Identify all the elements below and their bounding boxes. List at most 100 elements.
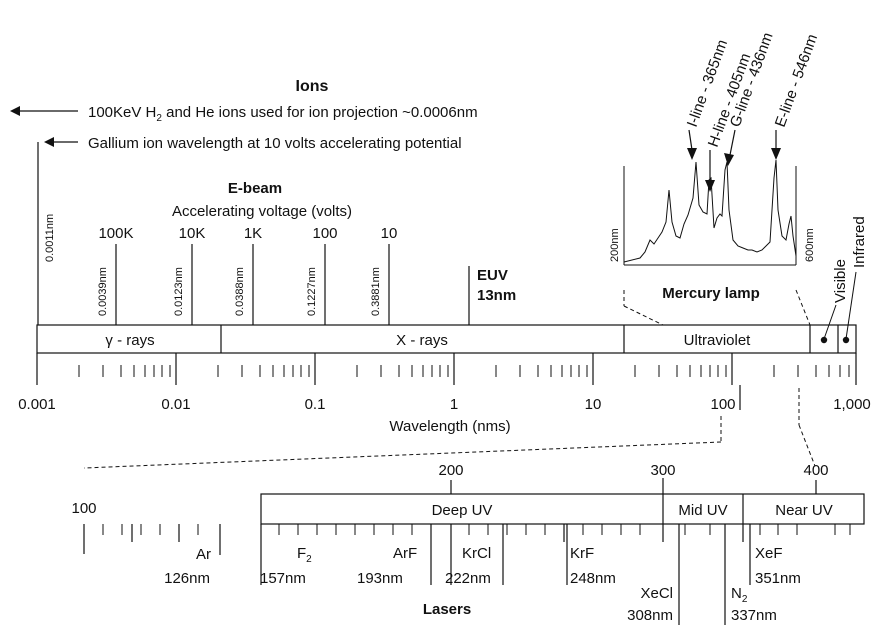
euv-label: EUV [477,267,508,284]
laser-wavelength: 337nm [731,607,777,624]
ebeam-voltage-label: 100 [312,225,337,242]
h-line-arrowhead [705,180,715,192]
laser-name: XeF [755,545,783,562]
laser-xecl: XeCl 308nm [627,524,680,625]
ebeam-wavelength-label: 0.0123nm [173,267,185,316]
ebeam-voltage-label: 1K [244,225,262,242]
ebeam-marker-2: 10K 0.0123nm [173,225,205,325]
ebeam-title: E-beam [228,180,282,197]
laser-arf: ArF 193nm [357,542,432,587]
mercury-connector-left-diag [623,305,664,326]
uv-tick-label-200: 200 [438,462,463,479]
euv-value: 13nm [477,287,516,304]
laser-wavelength: 308nm [627,607,673,624]
ions-line2: Gallium ion wavelength at 10 volts accel… [88,135,462,152]
laser-krf: KrF 248nm [566,524,616,587]
laser-name: KrCl [462,545,491,562]
ebeam-subtitle: Accelerating voltage (volts) [172,203,352,220]
g-line-arrow-line [729,129,736,156]
ebeam-marker-5: 10 0.3881nm [370,225,397,325]
i-line-arrowhead [687,148,697,160]
infrared-pointer [845,271,857,340]
ebeam-marker-3: 1K 0.0388nm [234,225,262,325]
infrared-dot [842,336,850,344]
ions-title: Ions [296,78,329,95]
band-deep-uv: Deep UV [432,502,493,519]
ebeam-wavelength-label: 0.3881nm [370,267,382,316]
i-line-arrow-line [688,129,693,151]
tick-label-0-001: 0.001 [18,396,56,413]
band-x-rays: X - rays [396,332,448,349]
main-axis-xlabel: Wavelength (nms) [389,418,510,435]
uv-tick-label-300: 300 [650,462,675,479]
ion-projection-arrowhead [10,106,20,116]
laser-krcl: KrCl 222nm [445,524,504,587]
laser-n2: N2 337nm [724,524,777,625]
laser-name: XeCl [640,585,673,602]
g-line-arrowhead [724,153,734,166]
laser-xef: XeF 351nm [749,524,801,587]
laser-ar: Ar 126nm [164,524,221,587]
uv-zoom-connector-left-diag [83,441,722,469]
visible-dot [820,336,828,344]
lasers-title: Lasers [423,601,471,618]
ebeam-voltage-label: 100K [98,225,133,242]
band-gamma-rays: γ - rays [105,332,154,349]
ebeam-marker-4: 100 0.1227nm [306,225,338,325]
laser-wavelength: 126nm [164,570,210,587]
tick-label-0-1: 0.1 [305,396,326,413]
laser-name: N2 [731,585,748,605]
laser-name: ArF [393,545,417,562]
visible-label: Visible [832,259,849,303]
band-mid-uv: Mid UV [678,502,727,519]
laser-wavelength: 222nm [445,570,491,587]
uv-bar-frame [260,493,865,525]
ebeam-wavelength-label: 0.0039nm [97,267,109,316]
laser-wavelength: 193nm [357,570,403,587]
minor-ticks [78,365,850,377]
ebeam-voltage-label: 10 [381,225,398,242]
band-near-uv: Near UV [775,502,833,519]
e-line-label: E-line - 546nm [772,32,821,129]
e-line-marker: E-line - 546nm [771,32,821,160]
tick-label-100: 100 [710,396,735,413]
mercury-axis-max-label: 600nm [804,228,816,262]
mercury-spectrum-trace [623,159,797,263]
visible-pointer [823,304,837,340]
tick-label-0-01: 0.01 [161,396,190,413]
main-axis-ticks [36,353,857,410]
band-ultraviolet: Ultraviolet [684,332,752,349]
uv-tick-label-400: 400 [803,462,828,479]
mercury-connector-right [795,289,811,326]
laser-name: KrF [570,545,594,562]
mercury-axis-min-label: 200nm [609,228,621,262]
tick-label-1000: 1,000 [833,396,871,413]
uv-axis-ticks [83,524,851,554]
ebeam-wavelength-label: 0.1227nm [306,267,318,316]
main-bar-frame [36,324,857,354]
ebeam-wavelength-label: 0.0388nm [234,267,246,316]
laser-name: Ar [196,546,211,563]
gallium-ion-wavelength-label: 0.0011nm [44,214,56,262]
tick-label-1: 1 [450,396,458,413]
uv-zoom-bar: Deep UV Mid UV Near UV [260,478,865,525]
ebeam-voltage-label: 10K [179,225,206,242]
main-spectrum-bar: γ - rays X - rays Ultraviolet [36,324,857,354]
laser-wavelength: 351nm [755,570,801,587]
uv-zoom-connector-right-diag [798,424,816,467]
tick-label-10: 10 [585,396,602,413]
e-line-arrowhead [771,148,781,160]
uv-tick-label-100: 100 [71,500,96,517]
gallium-ion-arrowhead [44,137,54,147]
laser-wavelength: 157nm [260,570,306,587]
laser-f2: F2 157nm [260,524,312,587]
ions-line1: 100KeV H2 and He ions used for ion proje… [88,104,478,124]
laser-name: F2 [297,545,312,565]
ebeam-marker-1: 100K 0.0039nm [97,225,134,325]
mercury-lamp-spectrum: 200nm 600nm Mercury lamp I-line - 365nm … [609,30,821,302]
laser-wavelength: 248nm [570,570,616,587]
infrared-label: Infrared [851,216,868,268]
mercury-title: Mercury lamp [662,285,760,302]
uv-minor-ticks [102,524,851,535]
